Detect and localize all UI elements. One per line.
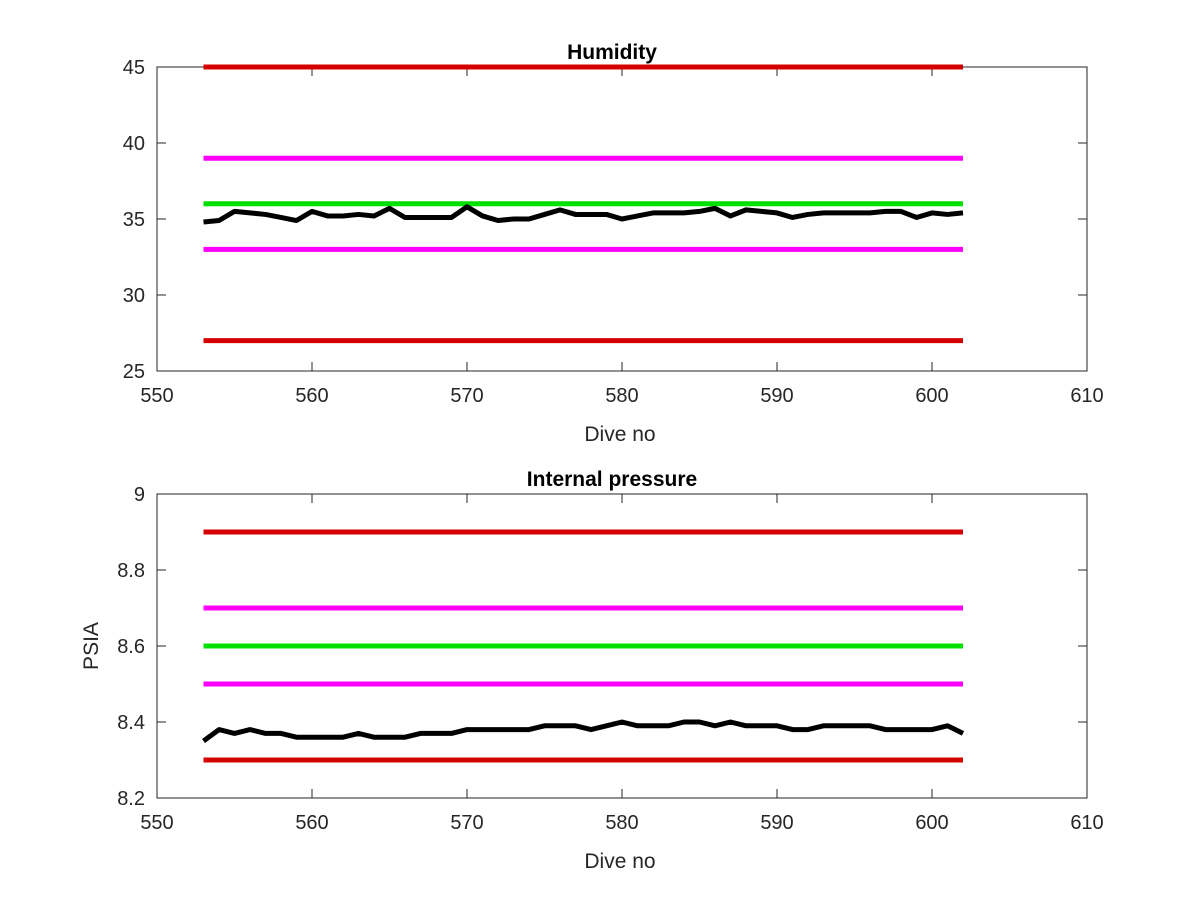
x-tick-label: 570 [450, 812, 483, 834]
chart-title: Internal pressure [527, 468, 697, 491]
x-tick-label: 570 [450, 385, 483, 407]
x-tick-label: 610 [1070, 812, 1103, 834]
chart-title: Humidity [567, 41, 657, 64]
x-tick-label: 580 [605, 385, 638, 407]
series-line-5 [203, 204, 964, 225]
y-tick-label: 8.4 [117, 712, 145, 734]
y-tick-label: 8.2 [117, 788, 145, 810]
internal-pressure-chart: 550 560 570 580 590 600 610 8.2 8.4 8.6 8.8 9 Intern… [80, 468, 1104, 873]
x-tick-label: 590 [760, 385, 793, 407]
x-tick-label: 610 [1070, 385, 1103, 407]
y-tick-label: 8.8 [117, 560, 145, 582]
y-tick-label: 25 [123, 361, 145, 383]
y-tick-label: 45 [123, 57, 145, 79]
x-tick-label: 550 [140, 812, 173, 834]
x-tick-label: 550 [140, 385, 173, 407]
x-tick-label: 560 [295, 385, 328, 407]
x-tick-label: 600 [915, 812, 948, 834]
x-tick-label: 600 [915, 385, 948, 407]
y-tick-label: 40 [123, 133, 145, 155]
humidity-chart: 550 560 570 580 590 600 610 25 30 35 40 45 Humidity D… [123, 41, 1104, 446]
x-tick-label: 560 [295, 812, 328, 834]
x-tick-label: 590 [760, 812, 793, 834]
y-tick-label: 9 [134, 484, 145, 506]
y-tick-label: 35 [123, 209, 145, 231]
x-axis-label: Dive no [584, 423, 655, 446]
x-axis-label: Dive no [584, 850, 655, 873]
y-tick-label: 8.6 [117, 636, 145, 658]
y-axis-label: PSIA [80, 622, 103, 670]
series-line-5 [202, 719, 965, 744]
x-tick-label: 580 [605, 812, 638, 834]
y-tick-label: 30 [123, 285, 145, 307]
